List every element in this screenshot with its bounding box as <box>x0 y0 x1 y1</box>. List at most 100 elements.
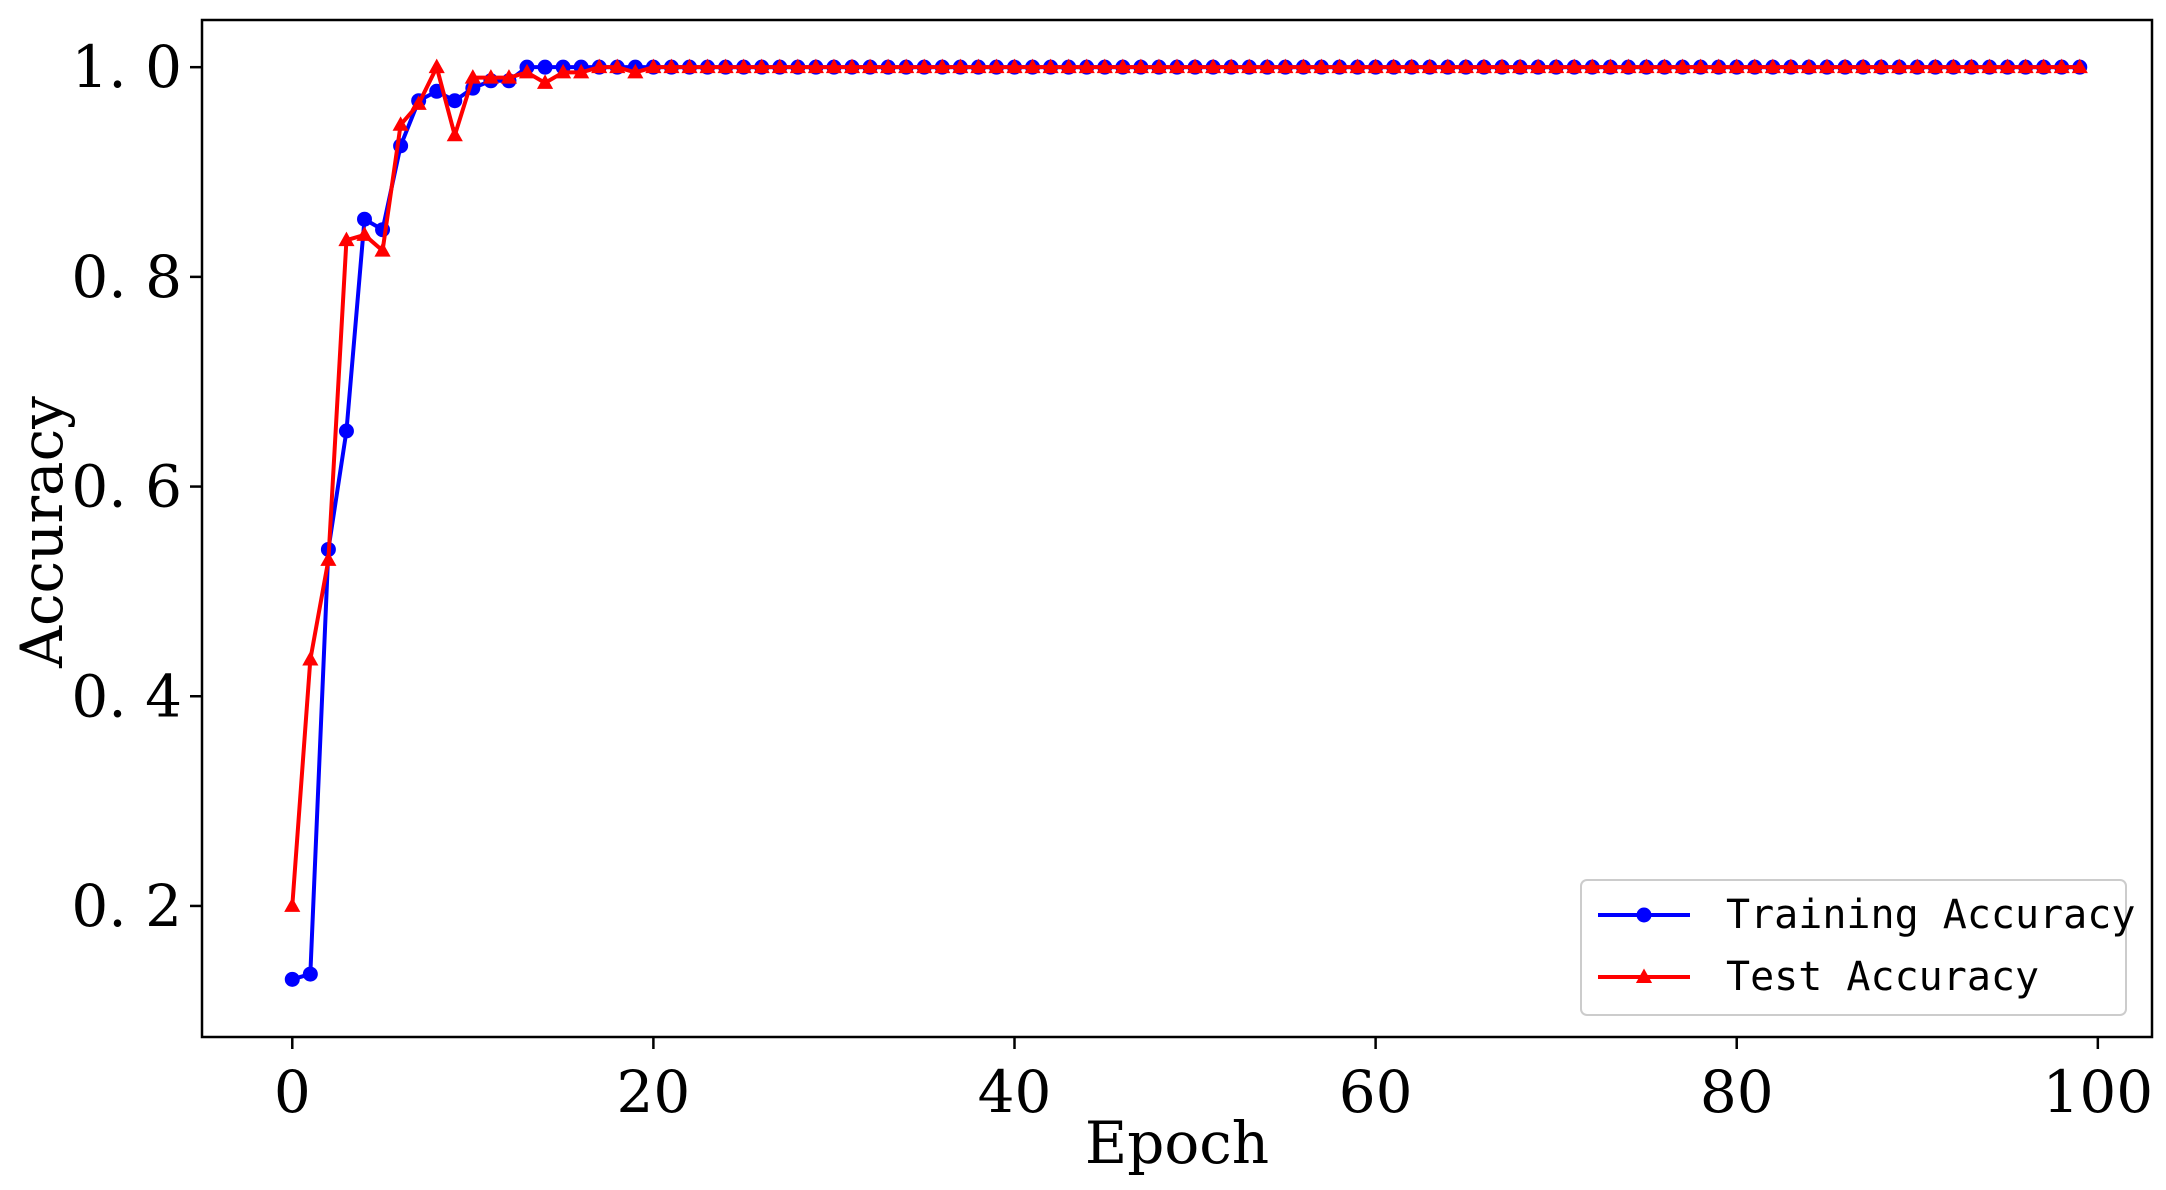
data-point <box>1385 58 1402 74</box>
data-point <box>1836 58 1854 74</box>
data-point <box>771 58 788 74</box>
legend-box <box>1580 879 2127 1016</box>
data-point <box>1205 58 1222 74</box>
data-point <box>1493 58 1511 74</box>
data-point <box>446 126 463 142</box>
data-point <box>537 59 553 75</box>
data-point <box>880 58 897 74</box>
data-point <box>536 74 554 89</box>
data-point <box>1096 58 1113 74</box>
data-point <box>302 651 319 666</box>
data-point <box>482 69 499 84</box>
data-point <box>1548 58 1565 74</box>
data-point <box>1475 58 1493 74</box>
data-point <box>1620 58 1637 74</box>
data-point <box>645 58 662 74</box>
data-point <box>1511 58 1529 74</box>
data-point <box>1873 58 1890 74</box>
data-point <box>1782 58 1799 74</box>
data-point <box>1042 58 1059 74</box>
data-point <box>284 897 301 912</box>
y-tick-label: 1. 0 <box>71 33 182 101</box>
y-axis-label: Accuracy <box>8 396 76 669</box>
x-axis-label: Epoch <box>1085 1109 1269 1177</box>
series-layer <box>284 58 2088 987</box>
data-point <box>1024 58 1041 74</box>
y-tick-label: 0. 6 <box>71 453 182 521</box>
data-point <box>428 58 445 74</box>
tick-layer: 0 20 40 60 80 100 0. 2 0. 4 0. 6 0. 8 1. 0 <box>71 33 2153 1126</box>
data-point <box>825 58 843 74</box>
data-point <box>1241 58 1258 74</box>
data-point <box>1295 58 1312 74</box>
x-tick-label: 100 <box>2042 1058 2153 1126</box>
data-point <box>735 58 752 74</box>
data-point <box>1168 58 1186 74</box>
data-point <box>1457 58 1474 74</box>
data-point <box>663 58 680 74</box>
data-point <box>988 58 1005 74</box>
data-point <box>970 58 987 74</box>
y-tick-label: 0. 4 <box>71 662 182 730</box>
data-point <box>1367 58 1384 74</box>
data-point <box>1674 58 1691 74</box>
data-point <box>591 58 608 74</box>
data-point <box>1006 58 1023 74</box>
y-tick-label: 0. 8 <box>71 243 182 311</box>
legend-marker <box>1636 907 1652 923</box>
data-point <box>753 58 770 74</box>
data-point <box>1855 58 1872 74</box>
data-point <box>1223 58 1240 74</box>
series-test-accuracy <box>284 58 2088 912</box>
data-point <box>1349 58 1366 74</box>
data-point <box>284 971 300 987</box>
data-point <box>627 63 644 79</box>
data-point <box>1584 58 1601 74</box>
data-point <box>1186 58 1204 74</box>
data-point <box>338 423 354 439</box>
data-point <box>1259 58 1276 74</box>
data-point <box>916 58 933 74</box>
x-tick-label: 0 <box>274 1058 311 1126</box>
data-point <box>609 58 626 74</box>
data-point <box>1927 58 1944 74</box>
data-point <box>861 58 879 74</box>
data-point <box>1963 58 1980 74</box>
data-point <box>2053 58 2070 74</box>
data-point <box>1530 58 1547 74</box>
data-point <box>843 58 861 74</box>
x-tick-label: 60 <box>1339 1058 1413 1126</box>
data-point <box>1602 58 1619 74</box>
data-point <box>374 242 391 257</box>
data-point <box>1656 58 1673 74</box>
data-point <box>1060 58 1077 74</box>
data-point <box>573 63 590 79</box>
data-point <box>1909 58 1926 74</box>
data-point <box>356 226 373 241</box>
data-point <box>1728 58 1745 74</box>
data-point <box>1746 58 1763 74</box>
data-point <box>338 231 355 247</box>
data-point <box>2035 58 2052 74</box>
data-point <box>2071 58 2088 74</box>
data-point <box>500 69 518 84</box>
data-point <box>807 58 824 74</box>
data-point <box>1403 58 1420 74</box>
data-point <box>1421 58 1438 74</box>
data-point <box>410 95 427 110</box>
data-point <box>1566 58 1583 74</box>
data-point <box>1114 58 1131 74</box>
data-point <box>789 58 806 74</box>
legend: Training Accuracy Test Accuracy <box>1580 879 2135 1016</box>
data-point <box>1277 58 1294 74</box>
data-point <box>952 58 969 74</box>
data-point <box>392 116 409 131</box>
data-point <box>1638 58 1655 74</box>
data-point <box>699 58 716 74</box>
data-point <box>1132 58 1149 74</box>
data-point <box>518 63 536 79</box>
legend-label: Test Accuracy <box>1726 954 2039 1000</box>
data-point <box>320 551 337 566</box>
data-point <box>1999 58 2016 74</box>
